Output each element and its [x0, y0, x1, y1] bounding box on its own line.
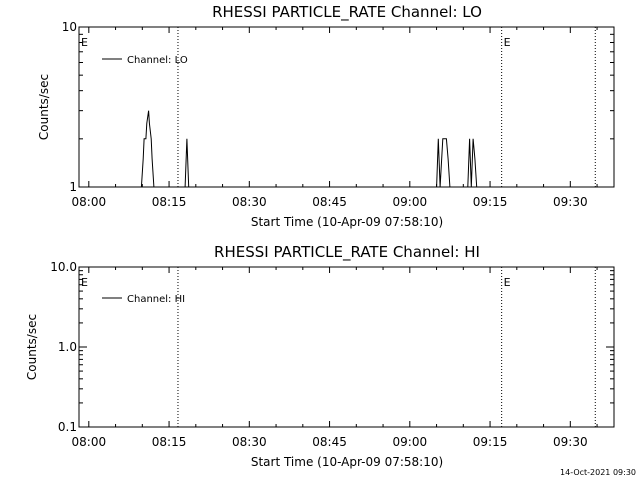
marker-label: E — [504, 36, 511, 49]
x-tick-label: 08:00 — [72, 195, 107, 209]
x-tick-label: 09:00 — [393, 195, 428, 209]
x-tick-label: 08:00 — [72, 435, 107, 449]
footer-timestamp: 14-Oct-2021 09:30 — [560, 468, 636, 477]
x-tick-label: 08:30 — [232, 435, 267, 449]
x-axis-label-hi: Start Time (10-Apr-09 07:58:10) — [251, 455, 443, 469]
panel-lo: RHESSI PARTICLE_RATE Channel: LO Counts/… — [37, 3, 615, 229]
y-tick-label: 10.0 — [50, 260, 77, 274]
x-tick-label: 09:15 — [473, 195, 508, 209]
ticks-lo: 08:00 08:15 08:30 08:45 09:00 09:15 09:30 1 10 — [62, 20, 614, 209]
x-tick-label: 08:45 — [312, 435, 347, 449]
plot-frame-lo — [78, 26, 615, 188]
plot-frame-hi — [78, 266, 615, 428]
x-axis-label-lo: Start Time (10-Apr-09 07:58:10) — [251, 215, 443, 229]
marker-label: E — [81, 276, 88, 289]
legend-hi: Channel: HI — [102, 294, 185, 305]
ticks-hi: 08:00 08:15 08:30 08:45 09:00 09:15 09:30 0.1 1.… — [50, 260, 614, 449]
marker-label: E — [504, 276, 511, 289]
x-tick-label: 08:15 — [152, 195, 187, 209]
y-tick-label: 0.1 — [58, 420, 77, 434]
legend-label-hi: Channel: HI — [127, 294, 185, 305]
y-tick-label: 1.0 — [58, 340, 77, 354]
legend-label-lo: Channel: LO — [127, 55, 188, 66]
y-axis-label-lo: Counts/sec — [37, 74, 51, 140]
chart-title-lo: RHESSI PARTICLE_RATE Channel: LO — [212, 3, 482, 22]
x-tick-label: 09:30 — [553, 435, 588, 449]
x-tick-label: 08:30 — [232, 195, 267, 209]
x-tick-label: 09:00 — [393, 435, 428, 449]
y-axis-label-hi: Counts/sec — [25, 314, 39, 380]
x-tick-label: 09:15 — [473, 435, 508, 449]
y-tick-label: 1 — [69, 180, 77, 194]
series-line-lo — [140, 110, 478, 188]
x-tick-label: 09:30 — [553, 195, 588, 209]
panel-hi: RHESSI PARTICLE_RATE Channel: HI Counts/… — [25, 243, 615, 469]
chart-title-hi: RHESSI PARTICLE_RATE Channel: HI — [214, 243, 480, 262]
y-tick-label: 10 — [62, 20, 77, 34]
legend-lo: Channel: LO — [102, 55, 188, 66]
x-tick-label: 08:45 — [312, 195, 347, 209]
x-tick-label: 08:15 — [152, 435, 187, 449]
marker-label: E — [81, 36, 88, 49]
